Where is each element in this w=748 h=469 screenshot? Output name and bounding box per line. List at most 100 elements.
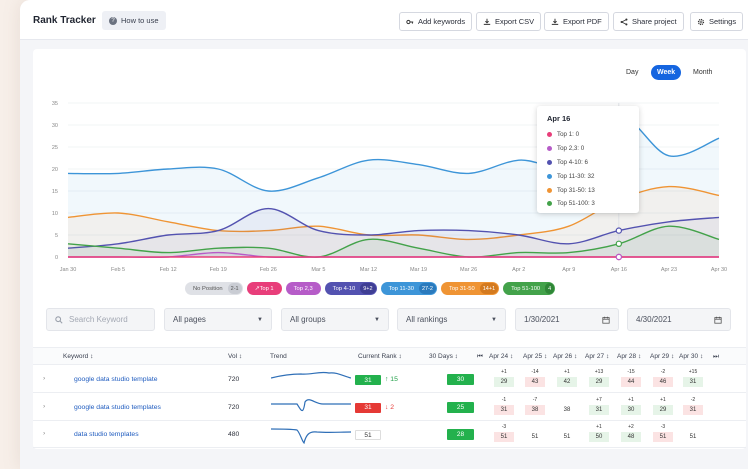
day-rank-cell: 48 [621,432,641,442]
y-tick-label: 15 [52,189,58,195]
day-rank-cell: 43 [525,377,545,387]
date-from-value: 1/30/2021 [524,315,560,324]
expand-chevron-icon[interactable]: › [43,375,46,382]
trend-icon: ↗ [254,285,260,292]
days30-column-header[interactable]: 30 Days ↕ [429,353,458,360]
legend-count: 4 [545,283,555,294]
day-rank-cell: 46 [653,377,673,387]
export-csv-button[interactable]: Export CSV [476,12,542,31]
rankings-select[interactable]: All rankings ▼ [397,308,506,331]
x-tick-label: Feb 12 [160,267,177,273]
table-row[interactable]: › google data studio templates 720 31 ↓ 2 25 -… [33,394,746,421]
legend-item[interactable]: Top 4-10 9+2 [324,282,377,295]
legend-label: Top 51-100 [511,285,541,292]
period-day-button[interactable]: Day [626,69,639,76]
period-week-button[interactable]: Week [651,65,682,80]
day-column-header[interactable]: Apr 26 ↕ [553,353,578,360]
expand-chevron-icon[interactable]: › [43,430,46,437]
caret-down-icon: ▼ [374,316,380,323]
pages-select-value: All pages [173,315,206,324]
day-column-header[interactable]: Apr 27 ↕ [585,353,610,360]
how-to-use-button[interactable]: ? How to use [102,11,166,30]
day-rank-cell: 30 [621,404,641,415]
search-keyword-input[interactable]: Search Keyword [46,308,155,331]
x-tick-label: Jan 30 [60,267,77,273]
expand-chevron-icon[interactable]: › [43,402,46,410]
legend-item[interactable]: Top 2,3 [285,282,321,295]
pages-select[interactable]: All pages ▼ [164,308,272,331]
rank-distribution-chart: 0 5 10 15 20 25 30 35 Jan 30 Feb 5 Feb 12 Feb 19 Feb… [52,101,727,273]
day-column-header[interactable]: Apr 29 ↕ [650,353,675,360]
days30-badge: 28 [447,429,474,440]
first-page-icon[interactable]: ⏮ [477,353,483,360]
legend-label: Top 31-50 [448,285,475,292]
calendar-icon [602,316,610,324]
keyword-link[interactable]: google data studio templates [74,403,161,411]
legend-item[interactable]: Top 51-100 4 [503,282,556,295]
day-delta: -14 [531,369,539,375]
export-pdf-label: Export PDF [563,17,602,26]
period-month-button[interactable]: Month [693,69,713,76]
share-project-button[interactable]: Share project [613,12,684,31]
date-from-input[interactable]: 1/30/2021 [515,308,619,331]
day-header-label: Apr 24 [489,353,509,360]
current-rank-column-header[interactable]: Current Rank ↕ [358,353,402,360]
volume-value: 720 [228,403,240,411]
key-icon [406,19,414,24]
legend-label: Top 11-30 [388,285,414,292]
x-tick-label: Apr 30 [711,267,727,273]
vol-column-header[interactable]: Vol ↕ [228,353,243,360]
rank-change-value: 2 [390,403,395,411]
legend-item[interactable]: Top 31-50 14+1 [440,282,500,295]
legend-item[interactable]: No Position 2-1 [185,282,243,295]
day-rank-cell: 31 [683,404,703,415]
settings-button[interactable]: Settings [690,12,744,31]
export-pdf-button[interactable]: Export PDF [544,12,609,31]
trend-sparkline [271,398,351,411]
table-row[interactable]: › google data studio template 720 31 ↑ 15 30 +… [33,366,746,393]
keyword-column-header[interactable]: Keyword ↕ [63,353,94,360]
y-tick-label: 5 [55,233,58,239]
how-to-use-label: How to use [121,16,159,25]
tooltip-row-label: Top 4-10: 6 [557,158,588,166]
tooltip-row-label: Top 31-50: 13 [557,186,595,194]
current-rank-badge: 51 [355,430,381,440]
x-tick-label: Mar 5 [311,267,325,273]
day-column-header[interactable]: Apr 28 ↕ [617,353,642,360]
day-header-label: Apr 25 [523,353,543,360]
day-column-header[interactable]: Apr 25 ↕ [523,353,548,360]
tooltip-row: Top 51-100: 3 [547,197,629,211]
series-color-dot [547,201,552,207]
page-title: Rank Tracker [33,15,96,26]
caret-down-icon: ▼ [491,316,497,323]
day-rank-cell: 51 [653,432,673,442]
groups-select[interactable]: All groups ▼ [281,308,389,331]
day-rank-cell: 29 [589,377,609,387]
date-to-value: 4/30/2021 [636,315,672,324]
legend-count: 14+1 [479,283,499,294]
tooltip-row-label: Top 2,3: 0 [557,145,585,153]
day-column-header[interactable]: Apr 30 ↕ [679,353,704,360]
keyword-table-header: Keyword ↕ Vol ↕ Trend Current Rank ↕ 30 … [33,347,746,365]
day-rank-cell: 44 [621,377,641,387]
rank-change-value: 15 [390,376,398,383]
date-to-input[interactable]: 4/30/2021 [627,308,731,331]
days30-badge: 30 [447,374,474,385]
day-delta: +1 [596,424,602,430]
legend-item[interactable]: Top 11-30 27-2 [380,282,437,295]
days30-badge: 25 [447,401,474,413]
keyword-link[interactable]: data studio templates [74,431,139,438]
tooltip-row: Top 31-50: 13 [547,183,629,197]
series-area-top-4-10 [68,208,719,257]
hover-point [615,253,623,261]
tooltip-row: Top 2,3: 0 [547,142,629,156]
last-page-icon[interactable]: ⏭ [713,353,719,360]
table-row[interactable]: › data studio templates 480 51 28 -3 51 51 51 +1 5… [33,421,746,448]
keyword-header-label: Keyword [63,353,89,360]
add-keywords-button[interactable]: Add keywords [399,12,473,31]
current-rank-header-label: Current Rank [358,353,397,360]
day-column-header[interactable]: Apr 24 ↕ [489,353,514,360]
day-delta: +1 [628,396,634,403]
keyword-link[interactable]: google data studio template [74,376,158,383]
legend-item[interactable]: ↗ Top 1 [246,282,282,295]
